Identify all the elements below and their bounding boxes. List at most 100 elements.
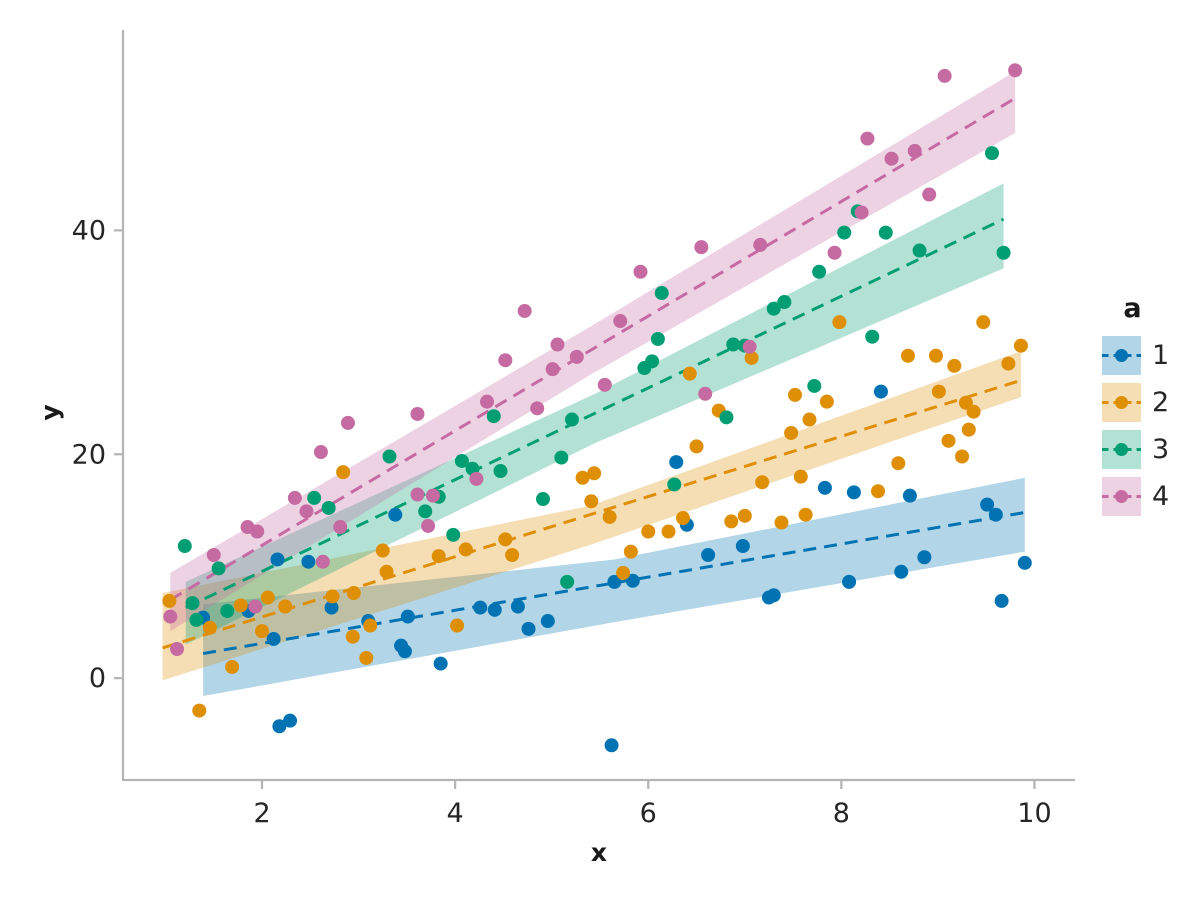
data-point [654,286,669,301]
data-point [907,143,922,158]
data-point [185,596,200,611]
y-tick-label: 20 [72,439,106,470]
series-3-fit-line [185,217,1005,609]
data-point [206,548,221,562]
legend-point-marker [1115,443,1128,456]
data-point [755,475,770,490]
data-point [325,589,340,604]
data-point [379,564,394,579]
data-point [410,406,425,421]
data-point [597,377,612,392]
data-point [682,366,697,381]
data-point [737,508,752,523]
data-point [917,550,932,565]
data-point [431,549,446,564]
data-point [250,524,265,539]
data-point [487,602,502,617]
data-point [569,349,584,364]
data-point [287,490,302,505]
data-point [873,384,888,399]
data-point [418,504,433,519]
data-point [346,586,361,601]
data-point [742,339,757,354]
data-point [894,564,909,579]
data-point [521,621,536,636]
data-point [966,404,981,419]
legend-item-2: 2 [1102,383,1169,422]
data-point [202,620,217,635]
data-point [345,629,360,644]
legend-item-3: 3 [1102,430,1169,469]
legend-items: 1 2 3 4 [1102,336,1169,524]
data-point [955,449,970,464]
data-point [162,593,177,608]
data-point [480,394,494,409]
data-point [307,490,322,505]
data-point [941,433,956,448]
data-point [784,425,799,440]
data-point [454,453,469,468]
legend-label: 2 [1152,387,1170,418]
data-point [774,515,789,530]
data-point [922,187,937,202]
data-point [744,350,759,365]
data-point [604,738,619,753]
data-point [837,225,852,240]
data-point [1013,338,1028,353]
legend-point-marker [1115,490,1128,503]
data-point [701,548,716,562]
data-point [669,455,684,470]
legend-point-marker [1115,349,1128,362]
data-point [846,485,861,500]
data-point [397,644,412,659]
data-point [753,237,768,252]
data-point [817,480,832,495]
data-point [498,353,513,368]
data-point [661,524,676,539]
data-point [812,264,827,279]
data-point [163,609,178,624]
data-point [726,337,741,352]
data-point [984,146,999,161]
data-point [359,650,374,665]
data-point [211,561,226,576]
data-point [313,445,328,460]
data-point [777,295,792,310]
data-point [225,659,240,674]
data-point [260,590,275,605]
data-point [766,301,781,316]
data-point [299,504,314,519]
data-point [266,631,281,646]
data-point [607,574,622,589]
data-point [425,488,440,503]
data-point [554,450,569,465]
legend-title: a [1123,293,1142,324]
data-point [613,314,628,329]
data-point [625,573,640,588]
data-point [694,240,709,255]
data-point [270,552,285,567]
data-point [458,542,473,557]
data-point [645,354,660,369]
data-point [575,470,590,485]
legend-point-marker [1115,396,1128,409]
data-point [550,337,565,352]
data-point [517,303,532,318]
data-point [798,507,813,522]
data-point [937,68,952,83]
data-point [272,719,287,734]
data-point [871,484,886,499]
data-point [947,358,962,373]
data-point [388,507,403,522]
data-point [469,471,484,486]
data-point [819,394,834,409]
data-point [584,494,599,509]
data-point [884,151,899,166]
data-point [891,456,906,471]
data-point [220,603,235,618]
legend-swatch [1102,336,1141,375]
data-point [996,245,1011,260]
series-4-ci-band [170,71,1016,632]
data-point [900,348,915,363]
